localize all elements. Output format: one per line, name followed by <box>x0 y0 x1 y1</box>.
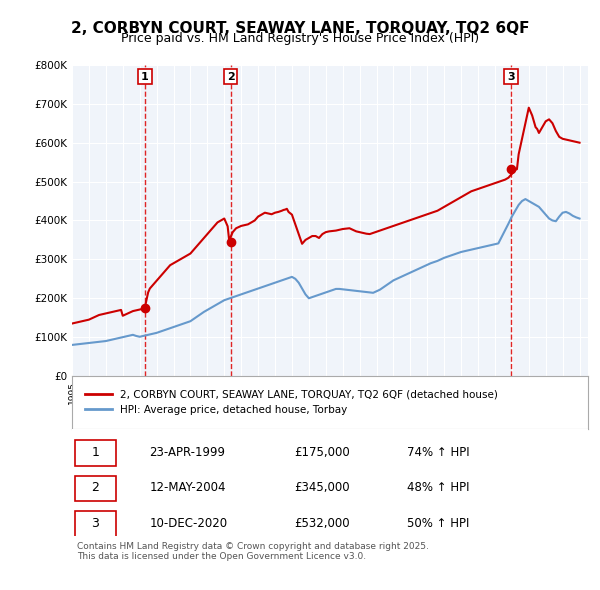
Text: 2, CORBYN COURT, SEAWAY LANE, TORQUAY, TQ2 6QF: 2, CORBYN COURT, SEAWAY LANE, TORQUAY, T… <box>71 21 529 35</box>
Text: 2: 2 <box>91 481 99 494</box>
Text: 1: 1 <box>91 446 99 459</box>
FancyBboxPatch shape <box>74 440 116 466</box>
Text: 12-MAY-2004: 12-MAY-2004 <box>149 481 226 494</box>
Text: 1: 1 <box>141 71 149 81</box>
Text: 3: 3 <box>507 71 515 81</box>
FancyBboxPatch shape <box>74 476 116 502</box>
Text: £532,000: £532,000 <box>294 517 350 530</box>
Text: 3: 3 <box>91 517 99 530</box>
Text: 10-DEC-2020: 10-DEC-2020 <box>149 517 227 530</box>
Text: 23-APR-1999: 23-APR-1999 <box>149 446 226 459</box>
Text: 2: 2 <box>227 71 235 81</box>
Text: 48% ↑ HPI: 48% ↑ HPI <box>407 481 470 494</box>
Legend: 2, CORBYN COURT, SEAWAY LANE, TORQUAY, TQ2 6QF (detached house), HPI: Average pr: 2, CORBYN COURT, SEAWAY LANE, TORQUAY, T… <box>82 386 501 418</box>
Text: 50% ↑ HPI: 50% ↑ HPI <box>407 517 470 530</box>
FancyBboxPatch shape <box>74 511 116 537</box>
Text: 74% ↑ HPI: 74% ↑ HPI <box>407 446 470 459</box>
Text: Price paid vs. HM Land Registry's House Price Index (HPI): Price paid vs. HM Land Registry's House … <box>121 32 479 45</box>
Text: Contains HM Land Registry data © Crown copyright and database right 2025.
This d: Contains HM Land Registry data © Crown c… <box>77 542 429 561</box>
Text: £175,000: £175,000 <box>294 446 350 459</box>
Text: £345,000: £345,000 <box>294 481 350 494</box>
